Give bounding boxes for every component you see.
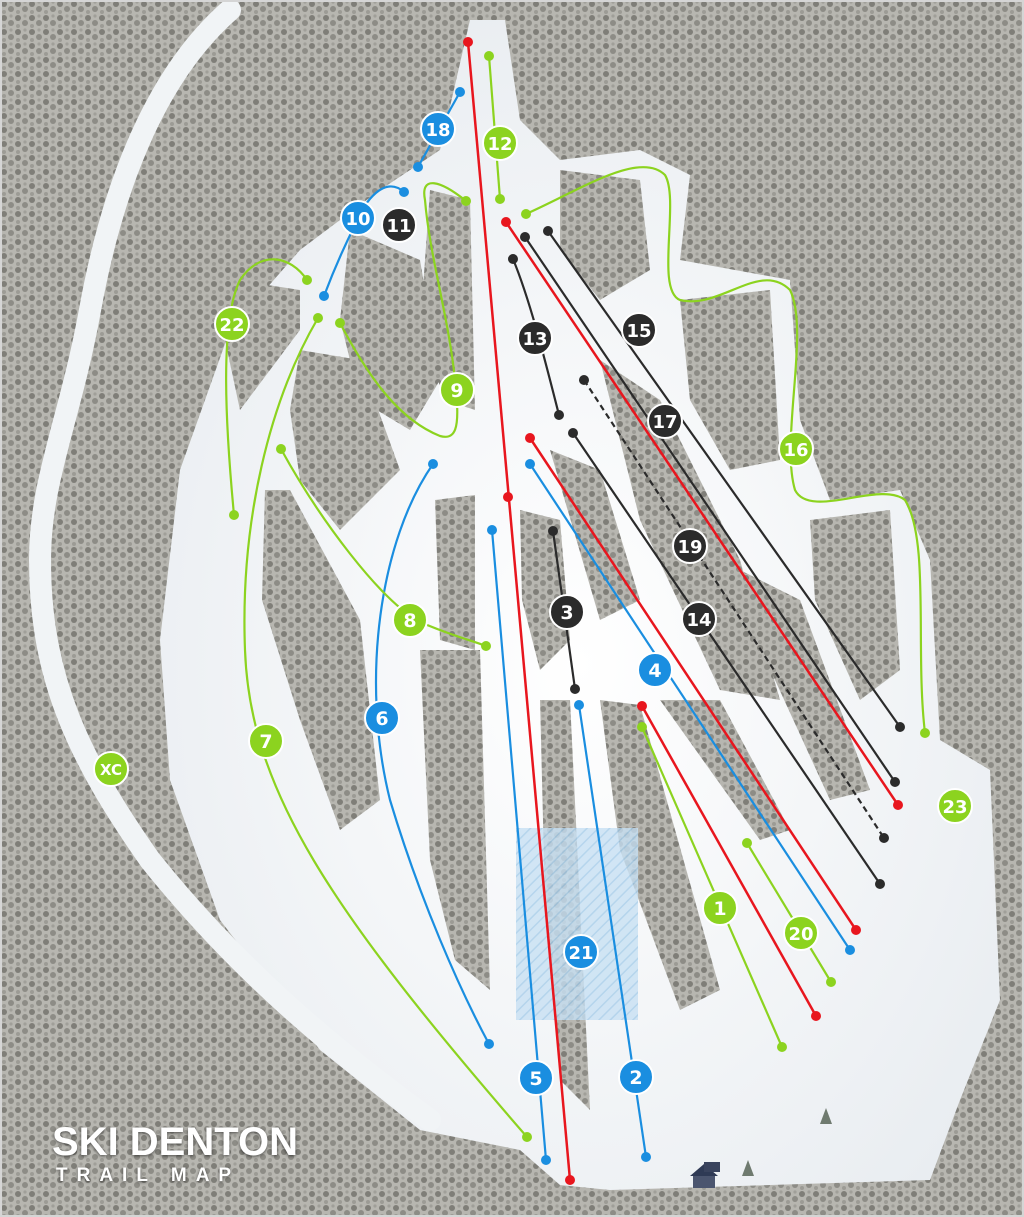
lift-b bbox=[528, 437, 858, 931]
svg-text:1: 1 bbox=[713, 898, 726, 920]
trail-badge-7[interactable]: 7 bbox=[248, 723, 284, 759]
svg-text:13: 13 bbox=[522, 329, 547, 350]
lodge-icon bbox=[690, 1162, 720, 1188]
trail-badge-xc[interactable]: XC bbox=[93, 751, 129, 787]
trail-badge-2[interactable]: 2 bbox=[618, 1059, 654, 1095]
trail-line-19 bbox=[583, 379, 885, 839]
trail-badge-1[interactable]: 1 bbox=[702, 890, 738, 926]
svg-text:20: 20 bbox=[788, 924, 813, 945]
svg-text:18: 18 bbox=[425, 120, 450, 141]
svg-text:22: 22 bbox=[219, 315, 244, 336]
svg-text:12: 12 bbox=[487, 134, 512, 155]
xc-trail-snow bbox=[28, 0, 441, 1131]
terrain-park bbox=[516, 828, 638, 1020]
svg-text:7: 7 bbox=[259, 731, 272, 753]
trail-badge-3[interactable]: 3 bbox=[549, 594, 585, 630]
trail-badge-18[interactable]: 18 bbox=[420, 111, 456, 147]
trail-badge-23[interactable]: 23 bbox=[937, 788, 973, 824]
trail-labels: 1 2 3 4 5 6 7 8 9 10 11 12 13 14 15 16 1… bbox=[93, 111, 973, 1096]
svg-text:2: 2 bbox=[629, 1067, 642, 1089]
svg-text:XC: XC bbox=[100, 761, 122, 779]
svg-text:21: 21 bbox=[568, 943, 593, 964]
trail-badge-4[interactable]: 4 bbox=[637, 652, 673, 688]
trail-badge-9[interactable]: 9 bbox=[439, 372, 475, 408]
trail-line-1 bbox=[640, 726, 784, 1048]
svg-text:3: 3 bbox=[560, 602, 573, 624]
trail-badge-15[interactable]: 15 bbox=[621, 312, 657, 348]
lift-c bbox=[640, 705, 818, 1017]
svg-text:16: 16 bbox=[783, 440, 808, 461]
trail-line-17 bbox=[524, 236, 896, 783]
lift-main bbox=[466, 41, 572, 1181]
tree-icon bbox=[742, 1108, 832, 1176]
trail-badge-14[interactable]: 14 bbox=[681, 601, 717, 637]
svg-text:19: 19 bbox=[677, 537, 702, 558]
trail-line-15 bbox=[547, 230, 901, 728]
trail-endpoints bbox=[229, 51, 930, 1165]
trail-line-6 bbox=[374, 463, 490, 1045]
trail-line-22 bbox=[225, 258, 308, 516]
map-subtitle: TRAIL MAP bbox=[56, 1165, 241, 1186]
svg-text:10: 10 bbox=[345, 209, 370, 230]
trail-badge-17[interactable]: 17 bbox=[647, 403, 683, 439]
svg-text:8: 8 bbox=[403, 610, 416, 632]
trail-badge-10[interactable]: 10 bbox=[340, 200, 376, 236]
trail-badge-5[interactable]: 5 bbox=[518, 1060, 554, 1096]
svg-text:15: 15 bbox=[626, 321, 651, 342]
trail-badge-20[interactable]: 20 bbox=[783, 915, 819, 951]
lifts bbox=[466, 41, 900, 1181]
trail-line-20 bbox=[746, 842, 832, 983]
svg-text:4: 4 bbox=[648, 660, 661, 682]
trail-badge-6[interactable]: 6 bbox=[364, 700, 400, 736]
svg-text:5: 5 bbox=[529, 1068, 542, 1090]
svg-text:6: 6 bbox=[375, 708, 388, 730]
svg-text:14: 14 bbox=[686, 610, 711, 631]
trail-line-4 bbox=[529, 463, 851, 951]
map-brand: SKI DENTON TRAIL MAP bbox=[52, 1120, 298, 1188]
svg-text:17: 17 bbox=[652, 412, 677, 433]
trail-line-5 bbox=[490, 529, 548, 1161]
trail-line-16 bbox=[525, 165, 927, 734]
trail-badge-16[interactable]: 16 bbox=[778, 431, 814, 467]
svg-text:23: 23 bbox=[942, 797, 967, 818]
lift-terminals bbox=[463, 37, 903, 1185]
lift-a bbox=[504, 221, 900, 806]
trail-line-14 bbox=[572, 432, 881, 885]
trail-badge-19[interactable]: 19 bbox=[672, 528, 708, 564]
trail-badge-8[interactable]: 8 bbox=[392, 602, 428, 638]
trail-badge-12[interactable]: 12 bbox=[482, 125, 518, 161]
trail-badge-22[interactable]: 22 bbox=[214, 306, 250, 342]
map-title: SKI DENTON bbox=[52, 1120, 298, 1164]
trail-line-7 bbox=[243, 317, 528, 1138]
svg-text:11: 11 bbox=[386, 216, 411, 237]
trail-badge-13[interactable]: 13 bbox=[517, 320, 553, 356]
trail-badge-21[interactable]: 21 bbox=[563, 934, 599, 970]
trail-badge-11[interactable]: 11 bbox=[381, 207, 417, 243]
svg-text:9: 9 bbox=[450, 380, 463, 402]
